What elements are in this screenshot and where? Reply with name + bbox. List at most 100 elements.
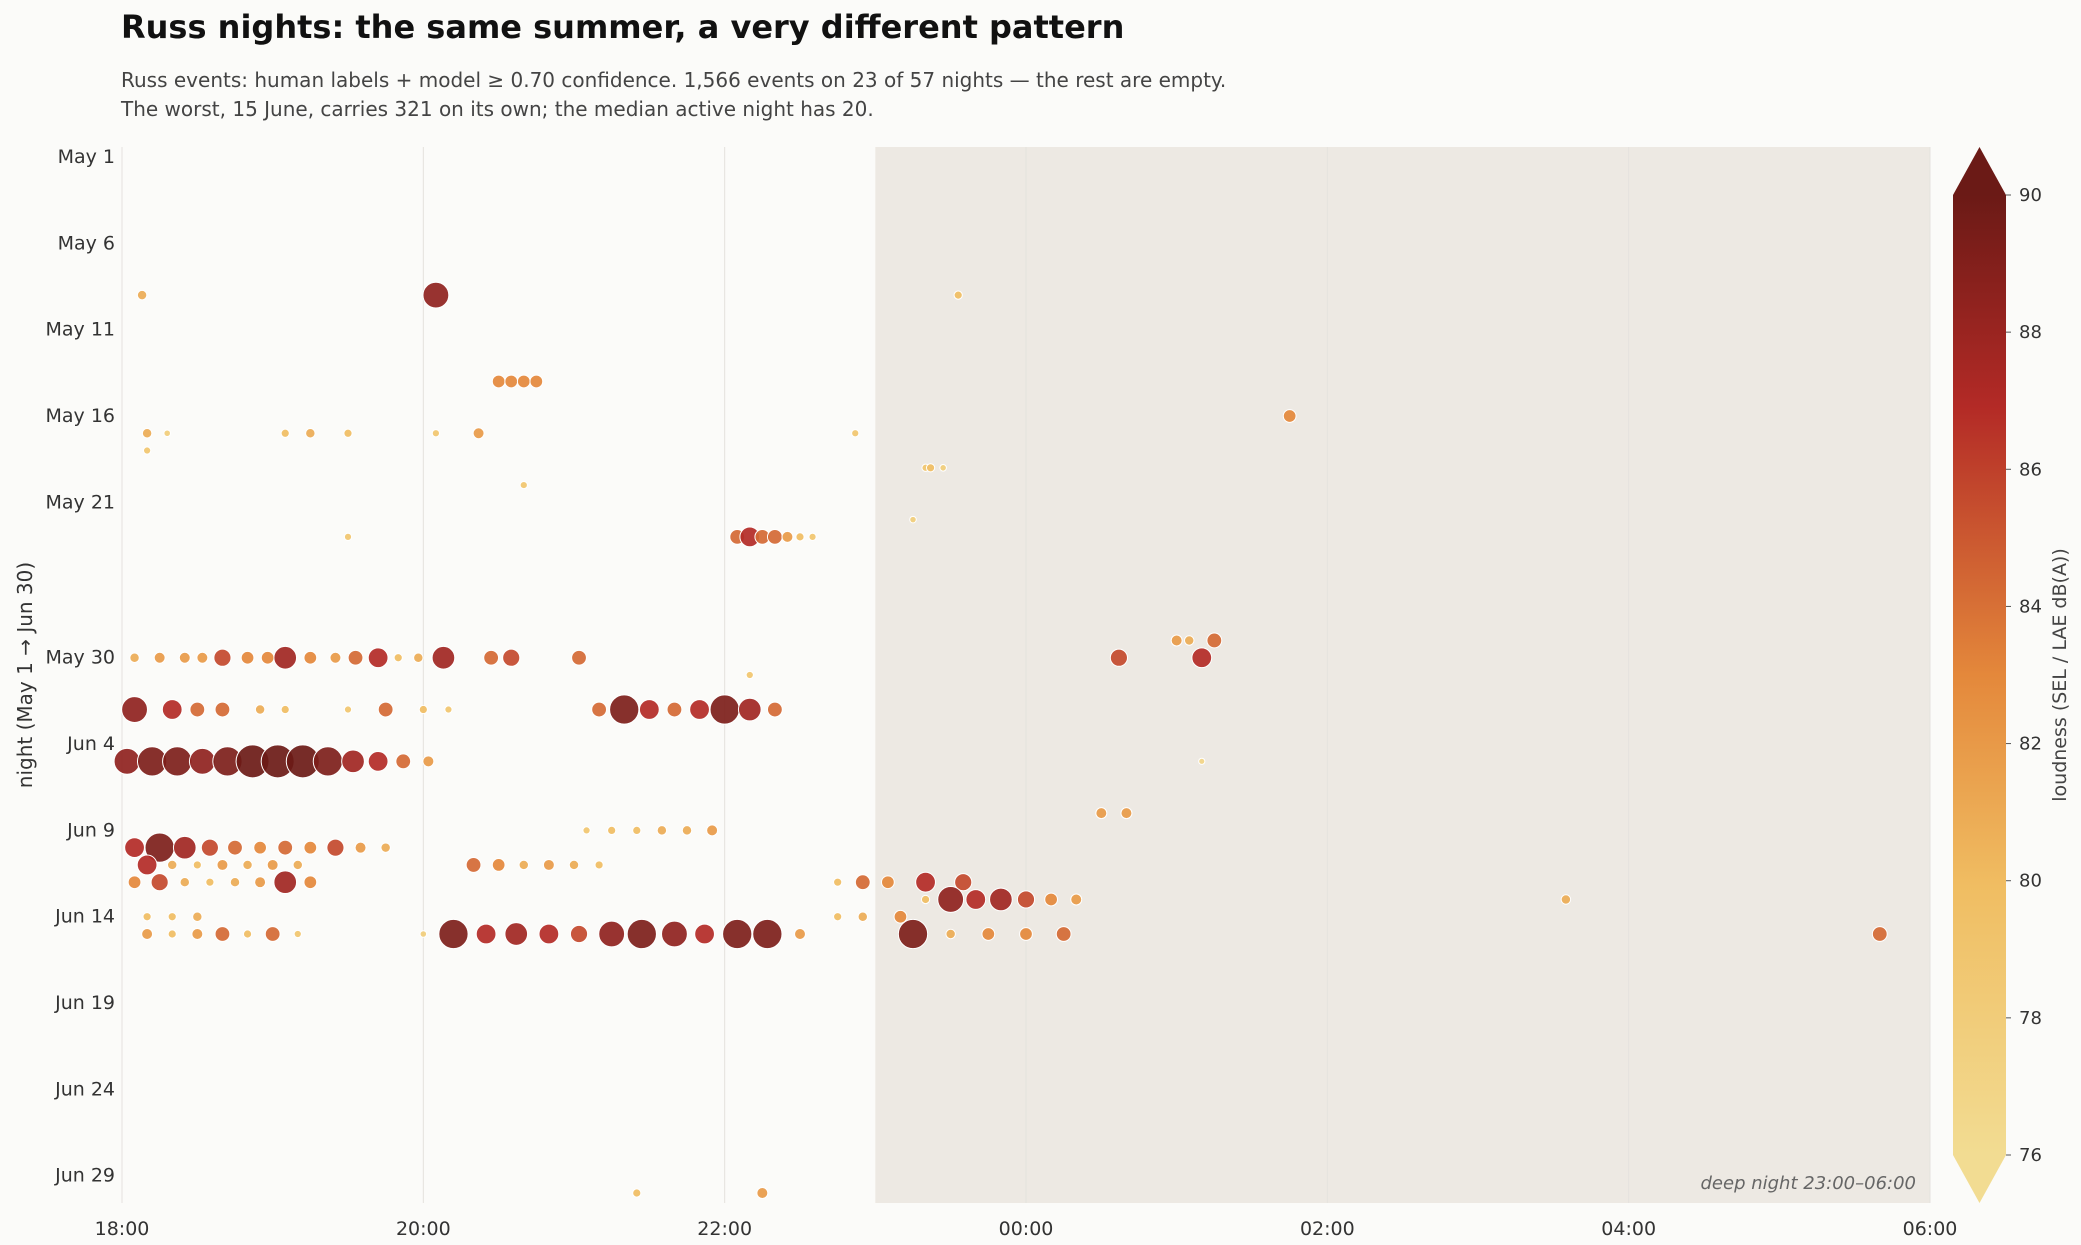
event-point (1170, 634, 1183, 647)
event-point (161, 699, 183, 720)
event-point (293, 929, 302, 939)
event-point (305, 428, 316, 439)
event-point (343, 705, 353, 714)
event-point (326, 838, 345, 857)
event-point (266, 858, 279, 871)
event-point (569, 924, 589, 944)
event-point (981, 927, 996, 941)
event-point (518, 859, 529, 871)
event-point (504, 922, 529, 946)
event-point (431, 429, 441, 438)
event-point (502, 648, 521, 667)
event-point (172, 835, 197, 860)
event-point (1184, 635, 1195, 646)
event-point (216, 858, 229, 871)
event-point (483, 649, 500, 666)
colorbar-tick-label: 82 (2019, 734, 2042, 755)
y-tick-label: May 21 (46, 491, 116, 513)
event-point (242, 929, 253, 939)
event-point (833, 912, 843, 922)
colorbar-gradient (1953, 195, 2006, 1155)
y-tick-label: May 11 (46, 319, 116, 341)
event-point (795, 532, 805, 542)
event-point (444, 705, 453, 714)
event-point (833, 877, 843, 887)
y-tick-label: May 6 (58, 232, 115, 254)
event-point (1206, 632, 1223, 649)
event-point (341, 749, 365, 774)
event-point (538, 923, 560, 945)
x-tick-label: 18:00 (95, 1218, 150, 1240)
x-tick-label: 00:00 (999, 1218, 1054, 1240)
event-point (124, 837, 145, 859)
event-point (227, 839, 243, 856)
event-point (989, 887, 1013, 912)
event-point (127, 875, 142, 890)
event-point (857, 911, 868, 922)
event-point (954, 873, 973, 892)
event-point (475, 923, 497, 945)
event-point (752, 918, 783, 950)
event-point (953, 290, 963, 300)
event-point (854, 874, 871, 891)
event-point (920, 894, 931, 905)
event-point (681, 825, 693, 836)
event-point (418, 704, 428, 715)
event-point (722, 918, 753, 950)
event-point (273, 870, 298, 895)
event-point (189, 701, 206, 718)
x-tick-label: 04:00 (1601, 1218, 1656, 1240)
event-point (395, 753, 412, 770)
event-point (1282, 409, 1297, 423)
colorbar-tick-label: 80 (2019, 871, 2042, 892)
event-point (626, 918, 657, 950)
event-point (1191, 647, 1213, 669)
event-point (519, 480, 528, 490)
event-point (312, 746, 344, 777)
event-point (121, 696, 148, 723)
event-point (214, 701, 231, 718)
event-point (260, 650, 275, 665)
x-tick-label: 02:00 (1300, 1218, 1355, 1240)
event-point (213, 648, 232, 667)
event-point (568, 859, 580, 871)
event-point (897, 918, 929, 950)
colorbar-extend-max (1953, 147, 2006, 195)
y-tick-label: Jun 24 (54, 1078, 115, 1100)
event-point (303, 840, 318, 855)
event-point (438, 918, 469, 950)
event-point (242, 859, 253, 871)
event-point (254, 704, 266, 715)
event-point (303, 650, 318, 665)
y-tick-label: Jun 19 (54, 992, 115, 1014)
event-point (192, 911, 203, 922)
event-point (491, 374, 506, 389)
event-point (229, 876, 241, 888)
event-point (205, 877, 215, 887)
event-point (292, 859, 303, 871)
event-point (254, 876, 267, 889)
event-point (939, 464, 947, 472)
event-point (179, 876, 190, 888)
x-tick-label: 20:00 (396, 1218, 451, 1240)
y-tick-label: May 30 (46, 647, 116, 669)
event-point (1095, 807, 1108, 820)
y-tick-label: May 16 (46, 405, 116, 427)
event-point (781, 530, 794, 543)
event-point (113, 747, 141, 775)
event-point (694, 923, 715, 945)
event-point (607, 825, 617, 836)
event-point (1016, 890, 1036, 909)
event-point (491, 858, 506, 872)
event-point (632, 825, 642, 836)
event-point (737, 697, 762, 722)
event-point (706, 824, 719, 837)
event-point (591, 701, 608, 718)
event-point (188, 747, 216, 775)
event-point (240, 650, 255, 665)
event-point (153, 651, 166, 664)
event-point (571, 649, 587, 666)
x-tick-label: 06:00 (1903, 1218, 1958, 1240)
colorbar-extend-min (1953, 1155, 2006, 1203)
